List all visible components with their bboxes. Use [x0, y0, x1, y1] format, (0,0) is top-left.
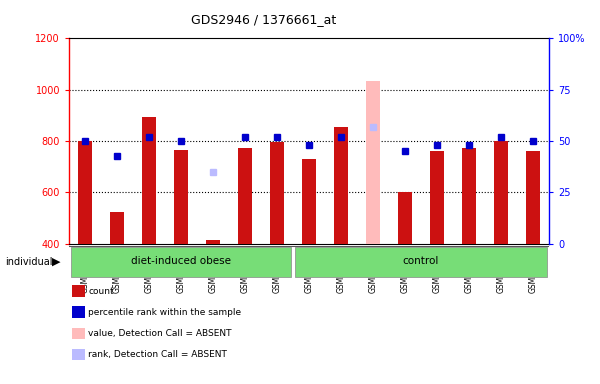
Bar: [366, 81, 380, 244]
Text: percentile rank within the sample: percentile rank within the sample: [88, 308, 241, 317]
Bar: [295, 247, 547, 277]
Bar: [430, 151, 444, 244]
Text: rank, Detection Call = ABSENT: rank, Detection Call = ABSENT: [88, 350, 227, 359]
Bar: [526, 151, 540, 244]
Text: control: control: [403, 257, 439, 266]
Text: value, Detection Call = ABSENT: value, Detection Call = ABSENT: [88, 329, 232, 338]
Text: GDS2946 / 1376661_at: GDS2946 / 1376661_at: [191, 13, 337, 26]
Bar: [110, 212, 124, 244]
Bar: [398, 192, 412, 244]
Bar: [334, 127, 348, 244]
Bar: [206, 240, 220, 244]
Bar: [142, 117, 156, 244]
Text: diet-induced obese: diet-induced obese: [131, 257, 231, 266]
Bar: [238, 147, 252, 244]
Bar: [302, 159, 316, 244]
Bar: [462, 147, 476, 244]
Bar: [71, 247, 292, 277]
Text: ▶: ▶: [52, 257, 60, 267]
Text: count: count: [88, 286, 114, 296]
Bar: [78, 141, 92, 244]
Bar: [494, 141, 508, 244]
Bar: [174, 150, 188, 244]
Text: individual: individual: [5, 257, 52, 267]
Bar: [270, 142, 284, 244]
